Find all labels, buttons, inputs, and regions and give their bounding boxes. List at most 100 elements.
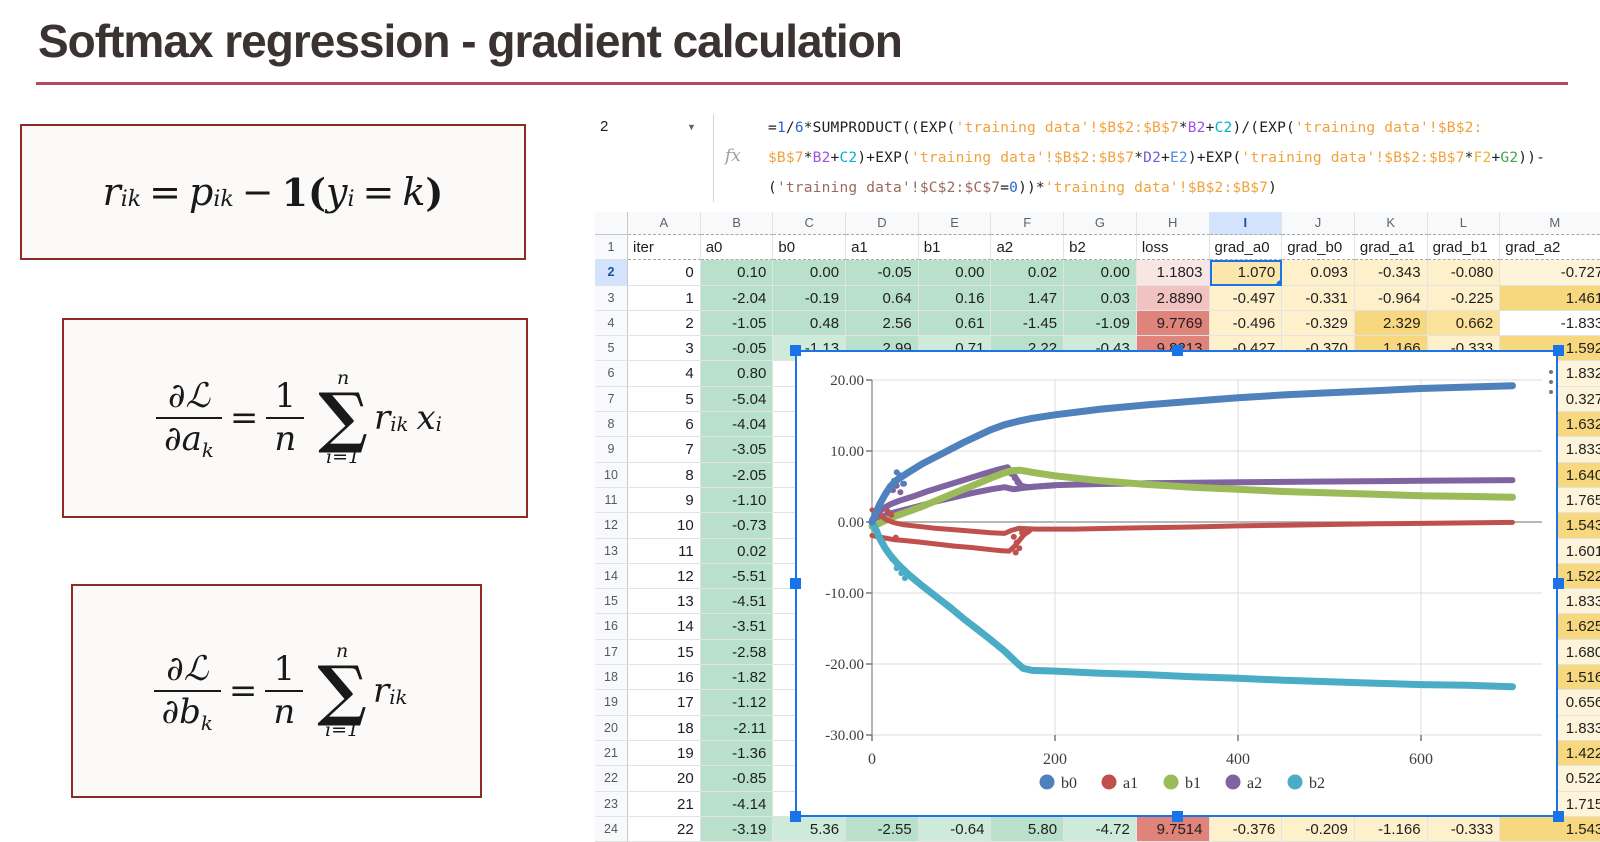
cell[interactable]: grad_b0 xyxy=(1282,235,1355,261)
column-header-B[interactable]: B xyxy=(700,212,774,235)
cell[interactable]: 2.329 xyxy=(1354,310,1428,337)
cell[interactable]: 9 xyxy=(628,487,701,514)
cell[interactable]: b2 xyxy=(1064,235,1137,261)
cell[interactable]: grad_b1 xyxy=(1427,235,1501,261)
cell[interactable]: 9.7769 xyxy=(1136,310,1210,337)
name-box[interactable]: 2 xyxy=(600,118,609,135)
cell[interactable]: -0.496 xyxy=(1209,310,1283,337)
cell[interactable]: -1.833 xyxy=(1500,310,1600,337)
cell[interactable]: 18 xyxy=(628,715,701,741)
cell[interactable]: 1.461 xyxy=(1500,285,1600,311)
cell[interactable]: 0.80 xyxy=(700,361,774,387)
cell[interactable]: 14 xyxy=(628,614,701,640)
cell[interactable]: a2 xyxy=(991,235,1065,261)
cell[interactable]: -3.51 xyxy=(700,614,774,640)
cell[interactable]: -0.080 xyxy=(1427,260,1501,286)
column-header-A[interactable]: A xyxy=(628,212,701,235)
row-header-16[interactable]: 16 xyxy=(595,614,628,640)
row-header-5[interactable]: 5 xyxy=(595,336,628,362)
cell[interactable]: 0.00 xyxy=(773,260,847,286)
cell[interactable]: -3.05 xyxy=(700,437,774,463)
cell[interactable]: -2.58 xyxy=(700,639,774,666)
cell[interactable]: -0.85 xyxy=(700,766,774,792)
cell[interactable]: 13 xyxy=(628,589,701,615)
cell[interactable]: -2.55 xyxy=(846,816,919,842)
column-header-J[interactable]: J xyxy=(1282,212,1355,235)
row-header-10[interactable]: 10 xyxy=(595,462,628,488)
cell[interactable]: 7 xyxy=(628,437,701,463)
cell[interactable]: -0.225 xyxy=(1427,285,1501,311)
row-header-6[interactable]: 6 xyxy=(595,361,628,387)
cell[interactable]: -5.04 xyxy=(700,386,774,413)
cell[interactable]: 16 xyxy=(628,665,701,691)
cell[interactable]: -0.376 xyxy=(1209,816,1283,842)
cell[interactable]: 0.61 xyxy=(918,310,992,337)
chart-overlay[interactable]: 20.00 10.00 0.00 -10.00 -20.00 -30.00 0 200 400 6… xyxy=(795,350,1558,817)
cell[interactable]: grad_a2 xyxy=(1500,235,1600,261)
cell[interactable]: 0.02 xyxy=(991,260,1065,286)
column-header-L[interactable]: L xyxy=(1427,212,1501,235)
row-header-7[interactable]: 7 xyxy=(595,386,628,413)
cell[interactable]: 2.56 xyxy=(846,310,919,337)
cell[interactable]: 8 xyxy=(628,462,701,488)
cell[interactable]: 11 xyxy=(628,538,701,564)
cell[interactable]: 1.543 xyxy=(1500,816,1600,842)
cell[interactable]: -2.04 xyxy=(700,285,774,311)
chart-handle-top-mid[interactable] xyxy=(1172,345,1183,356)
cell[interactable]: -0.497 xyxy=(1209,285,1283,311)
column-header-G[interactable]: G xyxy=(1064,212,1137,235)
cell[interactable]: -4.14 xyxy=(700,791,774,817)
cell[interactable]: -0.727 xyxy=(1500,260,1600,286)
row-header-1[interactable]: 1 xyxy=(595,235,628,261)
cell[interactable]: -0.73 xyxy=(700,513,774,539)
cell[interactable]: 0.093 xyxy=(1282,260,1355,286)
column-header-F[interactable]: F xyxy=(991,212,1065,235)
cell[interactable]: 19 xyxy=(628,740,701,767)
cell[interactable]: -0.331 xyxy=(1282,285,1355,311)
chart-handle-mid-left[interactable] xyxy=(790,578,801,589)
chart-handle-top-right[interactable] xyxy=(1553,345,1564,356)
cell[interactable]: 10 xyxy=(628,513,701,539)
cell[interactable]: 6 xyxy=(628,412,701,438)
row-header-4[interactable]: 4 xyxy=(595,310,628,337)
column-header-M[interactable]: M xyxy=(1500,212,1600,235)
kebab-menu-icon[interactable] xyxy=(1545,364,1557,400)
cell[interactable]: a0 xyxy=(700,235,774,261)
cell[interactable]: -0.333 xyxy=(1427,816,1501,842)
cell[interactable]: b0 xyxy=(773,235,847,261)
cell[interactable]: 9.7514 xyxy=(1136,816,1210,842)
cell[interactable]: -4.72 xyxy=(1064,816,1137,842)
cell[interactable]: 17 xyxy=(628,690,701,716)
cell[interactable]: 4 xyxy=(628,361,701,387)
row-header-13[interactable]: 13 xyxy=(595,538,628,564)
cell[interactable]: 1 xyxy=(628,285,701,311)
row-header-8[interactable]: 8 xyxy=(595,412,628,438)
cell[interactable]: -2.05 xyxy=(700,462,774,488)
row-header-18[interactable]: 18 xyxy=(595,665,628,691)
cell[interactable]: -0.209 xyxy=(1282,816,1355,842)
column-header-H[interactable]: H xyxy=(1136,212,1210,235)
row-header-19[interactable]: 19 xyxy=(595,690,628,716)
chevron-down-icon[interactable]: ▼ xyxy=(687,122,696,132)
cell[interactable]: 21 xyxy=(628,791,701,817)
row-header-3[interactable]: 3 xyxy=(595,285,628,311)
cell[interactable]: -1.05 xyxy=(700,310,774,337)
cell[interactable]: -3.19 xyxy=(700,816,774,842)
row-header-14[interactable]: 14 xyxy=(595,563,628,590)
cell[interactable]: -5.51 xyxy=(700,563,774,590)
row-header-15[interactable]: 15 xyxy=(595,589,628,615)
row-header-9[interactable]: 9 xyxy=(595,437,628,463)
formula-text[interactable]: =1/6*SUMPRODUCT((EXP('training data'!$B$… xyxy=(768,113,1545,203)
cell[interactable]: 1.47 xyxy=(991,285,1065,311)
cell[interactable]: -0.64 xyxy=(918,816,992,842)
row-header-23[interactable]: 23 xyxy=(595,791,628,817)
cell[interactable]: -0.19 xyxy=(773,285,847,311)
cell[interactable]: -1.09 xyxy=(1064,310,1137,337)
cell[interactable]: -1.82 xyxy=(700,665,774,691)
cell[interactable]: 5.36 xyxy=(773,816,847,842)
cell[interactable]: -0.05 xyxy=(846,260,919,286)
cell[interactable]: -1.12 xyxy=(700,690,774,716)
chart-handle-bottom-right[interactable] xyxy=(1553,811,1564,822)
cell[interactable]: -1.10 xyxy=(700,487,774,514)
cell[interactable]: 0.16 xyxy=(918,285,992,311)
